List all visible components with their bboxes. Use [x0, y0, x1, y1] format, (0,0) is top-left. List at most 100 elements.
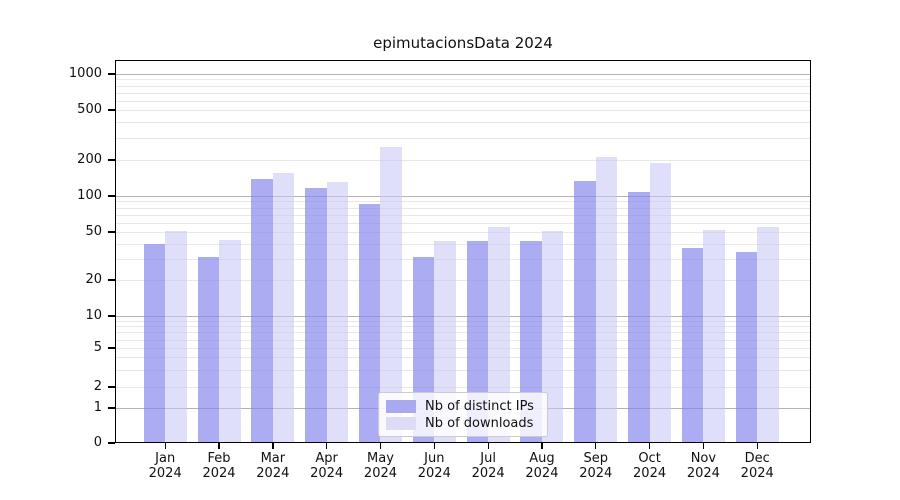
x-tick-mar [272, 443, 274, 449]
x-tick-year: 2024 [310, 466, 344, 481]
gridline-minor-9 [115, 320, 811, 322]
bar-downloads-apr [326, 182, 349, 443]
y-tick-label-500: 500 [77, 102, 102, 117]
x-tick-aug [541, 443, 543, 449]
x-tick-label-sep: Sep 2024 [564, 451, 628, 481]
bar-ips-jan [143, 243, 166, 443]
gridline-minor-6 [115, 339, 811, 341]
x-tick-month: Dec [744, 451, 770, 466]
x-tick-label-nov: Nov 2024 [671, 451, 735, 481]
gridline-minor-3 [115, 369, 811, 371]
plot-area [115, 60, 811, 443]
x-tick-year: 2024 [202, 466, 236, 481]
legend-item-distinct-ips: Nb of distinct IPs [386, 398, 547, 415]
bar-ips-nov [681, 247, 704, 443]
x-tick-month: Apr [315, 451, 338, 466]
gridline-minor-60 [115, 222, 811, 224]
y-tick-20 [108, 279, 115, 281]
y-tick-label-20: 20 [85, 272, 102, 287]
x-tick-year: 2024 [740, 466, 774, 481]
gridline-minor-30 [115, 258, 811, 260]
x-tick-label-jul: Jul 2024 [456, 451, 520, 481]
y-tick-200 [108, 159, 115, 161]
y-tick-10 [108, 315, 115, 317]
bar-downloads-sep [595, 157, 618, 443]
gridline-minor-20 [115, 280, 811, 281]
bar-ips-apr [305, 187, 327, 443]
x-tick-label-feb: Feb 2024 [187, 451, 251, 481]
x-tick-year: 2024 [363, 466, 398, 481]
x-tick-month: Jul [480, 451, 496, 466]
gridline-minor-8 [115, 326, 811, 328]
bar-downloads-may [380, 146, 402, 443]
x-tick-year: 2024 [686, 466, 720, 481]
x-tick-month: Nov [690, 451, 717, 466]
x-tick-year: 2024 [256, 466, 290, 481]
x-tick-month: Aug [529, 451, 555, 466]
y-tick-0 [108, 442, 115, 444]
gridline-minor-4 [115, 357, 811, 359]
y-tick-2 [108, 386, 115, 388]
x-tick-month: Mar [260, 451, 286, 466]
y-tick-500 [108, 109, 115, 111]
bar-downloads-oct [649, 162, 672, 443]
bar-ips-may [358, 203, 381, 443]
y-tick-label-200: 200 [77, 152, 102, 167]
gridline-minor-80 [115, 207, 811, 209]
x-tick-label-dec: Dec 2024 [725, 451, 789, 481]
x-tick-year: 2024 [471, 466, 505, 481]
x-tick-label-apr: Apr 2024 [295, 451, 359, 481]
x-tick-month: Jun [424, 451, 445, 466]
gridline-minor-500 [115, 110, 811, 111]
bar-ips-sep [574, 181, 596, 443]
gridline-minor-70 [115, 214, 811, 216]
x-tick-month: May [367, 451, 394, 466]
gridline-minor-600 [115, 100, 811, 102]
bar-ips-oct [628, 192, 650, 443]
bar-downloads-jul [488, 227, 510, 443]
x-tick-label-jan: Jan 2024 [133, 451, 197, 481]
legend: Nb of distinct IPs Nb of downloads [378, 392, 548, 437]
gridline-major-10 [115, 316, 811, 317]
x-tick-apr [326, 443, 328, 449]
legend-swatch-downloads [386, 417, 416, 430]
y-tick-50 [108, 231, 115, 233]
x-tick-month: Feb [207, 451, 231, 466]
gridline-minor-300 [115, 137, 811, 139]
x-tick-label-may: May 2024 [348, 451, 412, 481]
x-tick-month: Oct [638, 451, 661, 466]
y-tick-label-2: 2 [93, 379, 102, 394]
gridline-minor-400 [115, 122, 811, 124]
x-tick-year: 2024 [148, 466, 182, 481]
gridline-minor-2 [115, 387, 811, 388]
y-tick-label-100: 100 [77, 188, 102, 203]
y-tick-label-5: 5 [93, 340, 102, 355]
legend-item-downloads: Nb of downloads [386, 415, 547, 432]
y-tick-label-10: 10 [85, 308, 102, 323]
gridline-minor-800 [115, 85, 811, 87]
x-tick-may [379, 443, 382, 449]
y-tick-label-50: 50 [85, 224, 102, 239]
y-tick-100 [108, 195, 115, 197]
legend-label-distinct-ips: Nb of distinct IPs [425, 399, 534, 414]
x-tick-label-aug: Aug 2024 [510, 451, 574, 481]
x-tick-month: Sep [583, 451, 608, 466]
x-tick-sep [595, 443, 597, 449]
x-tick-year: 2024 [633, 466, 667, 481]
bar-downloads-mar [272, 173, 295, 443]
x-tick-nov [702, 443, 705, 449]
gridline-minor-40 [115, 243, 811, 245]
bar-ips-dec [735, 252, 758, 443]
gridline-minor-900 [115, 79, 811, 81]
gridline-minor-200 [115, 160, 811, 161]
gridline-minor-5 [115, 348, 811, 349]
bar-ips-mar [251, 178, 273, 443]
bar-downloads-feb [219, 239, 241, 443]
bar-ips-feb [197, 257, 220, 443]
gridline-minor-700 [115, 92, 811, 94]
gridline-minor-90 [115, 201, 811, 203]
x-tick-feb [218, 443, 220, 449]
gridline-major-1000 [115, 74, 811, 75]
x-tick-year: 2024 [525, 466, 559, 481]
